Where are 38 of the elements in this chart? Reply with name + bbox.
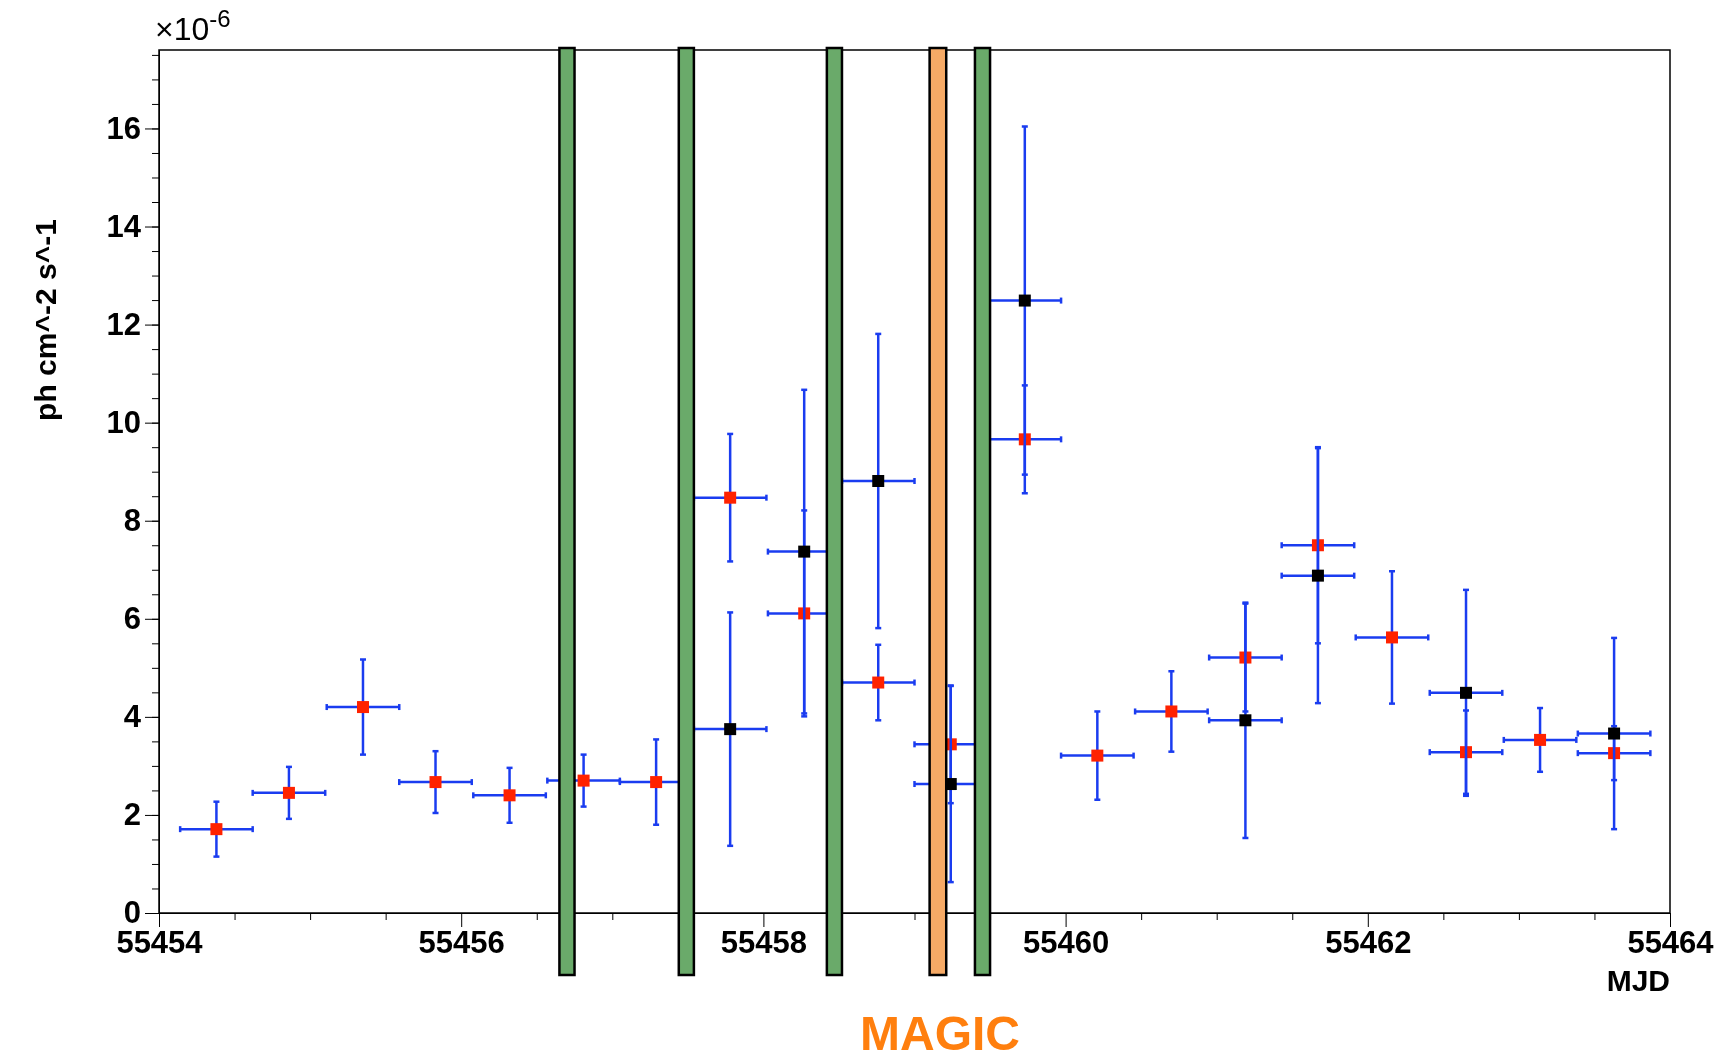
y-tick-label: 8 (123, 503, 141, 539)
point (1311, 569, 1324, 582)
point (282, 786, 295, 799)
point (724, 723, 737, 736)
point (872, 676, 885, 689)
point (577, 774, 590, 787)
text: ×10$^{-6}$ (155, 4, 231, 47)
y-tick-label: 4 (123, 699, 142, 735)
point (503, 789, 516, 802)
x-tick-label: 55458 (720, 925, 808, 961)
x-axis-title: MJD (1606, 964, 1670, 997)
point (1534, 733, 1547, 746)
point (1385, 631, 1398, 644)
point (429, 776, 442, 789)
x-tick-label: 55464 (1627, 925, 1715, 961)
y-axis-title: ph cm^-2 s^-1 (29, 219, 62, 421)
y-tick-label: 6 (123, 601, 141, 637)
point (1460, 686, 1473, 699)
text: MAGIC (860, 1007, 1020, 1060)
point (798, 545, 811, 558)
point (1091, 749, 1104, 762)
y-tick-label: 14 (106, 208, 142, 244)
point (1239, 714, 1252, 727)
point (210, 823, 223, 836)
point (356, 701, 369, 714)
x-tick-label: 55460 (1022, 925, 1110, 961)
y-tick-label: 2 (123, 797, 141, 833)
y-tick-label: 16 (106, 110, 141, 146)
point (1018, 294, 1031, 307)
point (650, 776, 663, 789)
y-tick-label: 10 (106, 405, 141, 441)
point (1608, 727, 1621, 740)
x-tick-label: 55462 (1325, 925, 1412, 961)
y-tick-label: 12 (106, 307, 141, 343)
x-tick-label: 55456 (418, 925, 505, 961)
point (724, 491, 737, 504)
point (872, 475, 885, 488)
point (1165, 705, 1178, 718)
